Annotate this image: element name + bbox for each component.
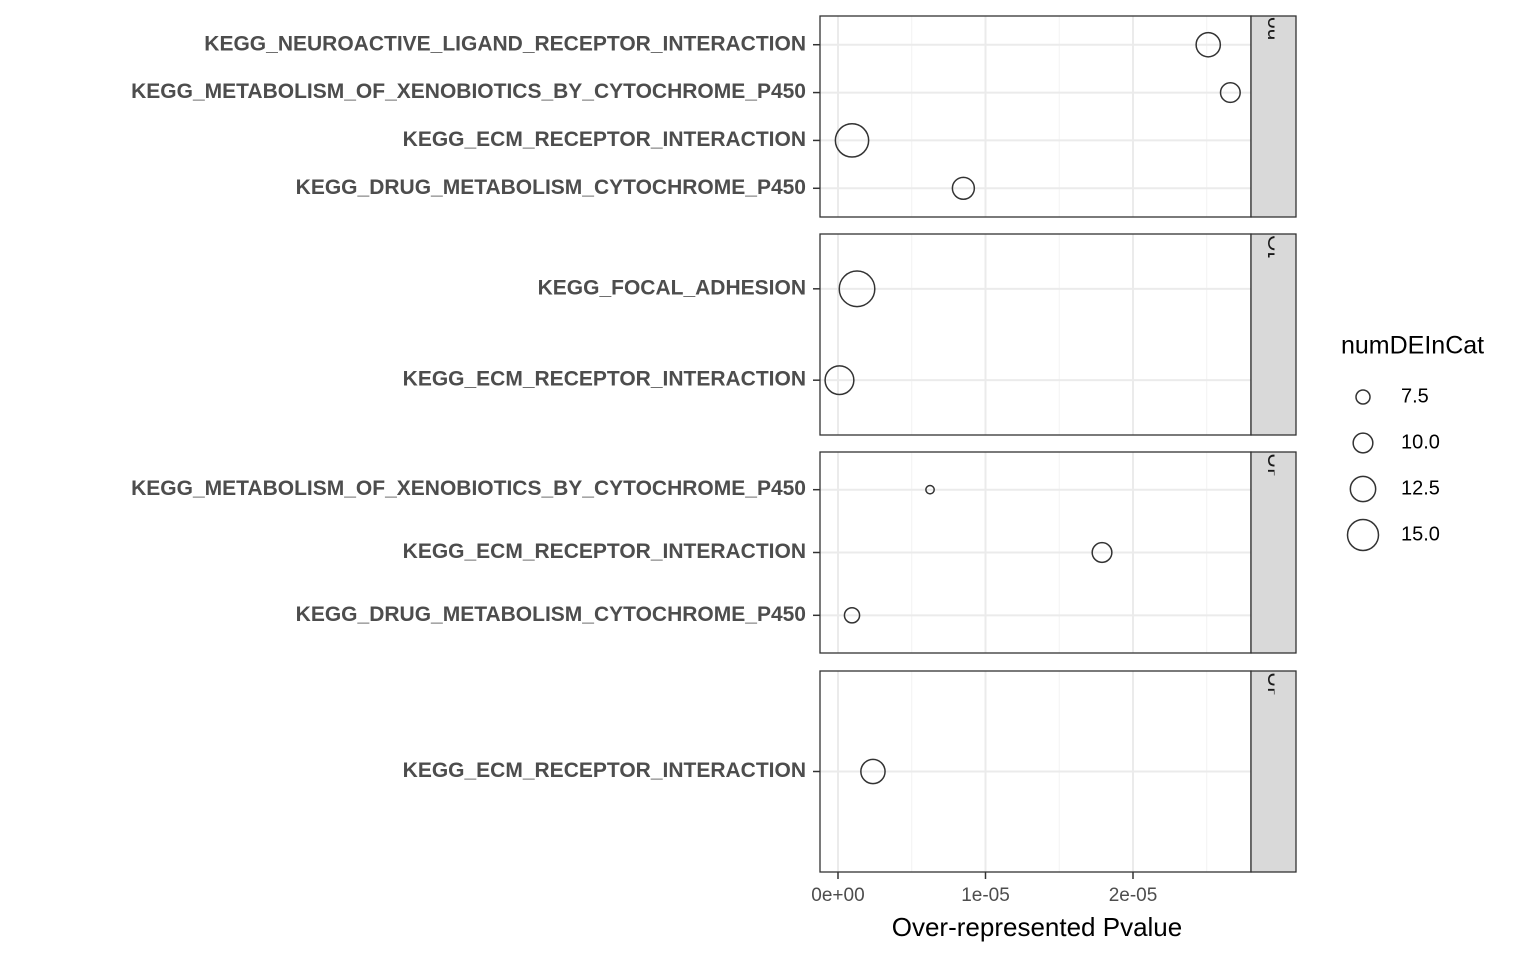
facet-label: UPF3B_vs_Control (1263, 672, 1286, 852)
y-tick-label: KEGG_ECM_RECEPTOR_INTERACTION (403, 540, 806, 563)
legend-key (1355, 389, 1371, 405)
legend-label: 10.0 (1401, 431, 1440, 453)
y-tick-label: KEGG_ECM_RECEPTOR_INTERACTION (403, 128, 806, 151)
x-axis-label: Over-represented Pvalue (892, 912, 1182, 942)
facet-label: OE_UPF3B_KD_vs (1263, 235, 1286, 418)
point (1219, 81, 1241, 104)
legend-title: numDEInCat (1341, 332, 1484, 360)
legend-label: 15.0 (1401, 523, 1440, 545)
legend-label: 12.5 (1401, 477, 1440, 499)
point (951, 176, 976, 201)
y-tick-label: KEGG_DRUG_METABOLISM_CYTOCHROME_P450 (296, 176, 806, 199)
x-tick-label: 1e-05 (961, 885, 1010, 906)
legend-label: 7.5 (1401, 385, 1429, 407)
point (824, 365, 855, 396)
x-tick-label: 0e+00 (811, 885, 864, 906)
point (838, 270, 876, 308)
x-tick-label: 2e-05 (1109, 885, 1158, 906)
y-tick-label: KEGG_METABOLISM_OF_XENOBIOTICS_BY_CYTOCH… (131, 80, 806, 103)
facet-label: oubleKD_vs_Contro (1263, 17, 1286, 205)
y-tick-label: KEGG_DRUG_METABOLISM_CYTOCHROME_P450 (296, 603, 806, 626)
point (1091, 541, 1113, 564)
panel-border (819, 15, 1252, 218)
panel-border (819, 233, 1252, 436)
y-tick-label: KEGG_FOCAL_ADHESION (538, 276, 806, 299)
y-tick-label: KEGG_ECM_RECEPTOR_INTERACTION (403, 759, 806, 782)
point (834, 123, 870, 158)
facet-label: UPF3A_vs_Control (1263, 453, 1286, 633)
facet-strip (1250, 15, 1297, 218)
facet-strip (1250, 670, 1297, 873)
point (843, 606, 861, 624)
legend-key (1349, 475, 1377, 503)
point (1195, 31, 1222, 58)
point (860, 758, 886, 785)
legend-key (1352, 432, 1374, 454)
y-tick-label: KEGG_METABOLISM_OF_XENOBIOTICS_BY_CYTOCH… (131, 477, 806, 500)
facet-strip (1250, 233, 1297, 436)
facet-strip (1250, 451, 1297, 654)
legend-key (1346, 518, 1380, 552)
y-tick-label: KEGG_NEUROACTIVE_LIGAND_RECEPTOR_INTERAC… (204, 32, 806, 55)
y-tick-label: KEGG_ECM_RECEPTOR_INTERACTION (403, 368, 806, 391)
point (925, 484, 935, 495)
